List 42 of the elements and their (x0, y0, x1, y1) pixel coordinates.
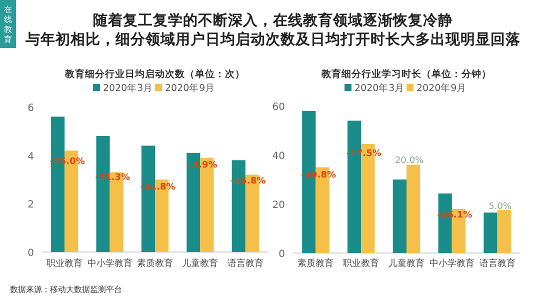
y-tick-label: 20 (272, 200, 285, 211)
y-tick-label: 40 (272, 151, 285, 162)
annotation: 20.0% (395, 156, 424, 166)
annotation: -31.3% (95, 172, 130, 183)
x-tick-label: 儿童教育 (182, 258, 218, 269)
legend-label: 2020年9月 (416, 82, 467, 94)
bar (406, 164, 420, 253)
y-tick-label: 0 (28, 248, 34, 259)
text: 与年初相比，细分领域用户日均启动次数及日均打开时长大多出现明显回落 (24, 30, 520, 48)
legend-label: 2020年3月 (103, 82, 154, 94)
x-tick-label: 语言教育 (479, 258, 516, 269)
x-tick-label: 职业教育 (343, 258, 380, 269)
text: 在线教育 (4, 5, 12, 44)
x-tick-label: 职业教育 (46, 258, 83, 269)
x-tick-label: 中小学教育 (87, 258, 132, 269)
bar (392, 180, 406, 253)
y-tick-label: 2 (28, 200, 34, 211)
x-tick-label: 儿童教育 (388, 258, 424, 269)
annotation: 5.0% (488, 202, 512, 212)
annotation: -25.0% (50, 157, 85, 168)
annotation: -26.1% (437, 210, 472, 221)
chart-title: 教育细分行业学习时长（单位：分钟） (320, 68, 492, 80)
annotation: -31.8% (140, 182, 176, 192)
x-tick-label: 素质教育 (137, 258, 173, 269)
annotation: -39.8% (301, 170, 336, 180)
x-tick-label: 素质教育 (298, 258, 334, 269)
y-tick-label: 60 (272, 102, 285, 113)
annotation: -15.8% (230, 176, 266, 186)
x-tick-label: 中小学教育 (429, 258, 474, 269)
bar (484, 212, 498, 253)
y-tick-label: 6 (28, 103, 34, 114)
legend-label: 2020年9月 (165, 82, 216, 94)
annotation: -4.9% (188, 160, 218, 170)
chart-title: 教育细分行业日均启动次数（单位：次） (64, 68, 245, 80)
legend-label: 2020年3月 (354, 82, 405, 94)
bar (497, 210, 511, 253)
x-tick-label: 语言教育 (227, 258, 264, 269)
source-note: 数据来源：移动大数据监测平台 (10, 285, 122, 294)
y-tick-label: 0 (278, 249, 285, 260)
y-tick-label: 4 (28, 151, 34, 162)
annotation: -17.5% (346, 148, 382, 159)
text: 随着复工复学的不断深入，在线教育领域逐渐恢复冷静 (93, 11, 453, 29)
